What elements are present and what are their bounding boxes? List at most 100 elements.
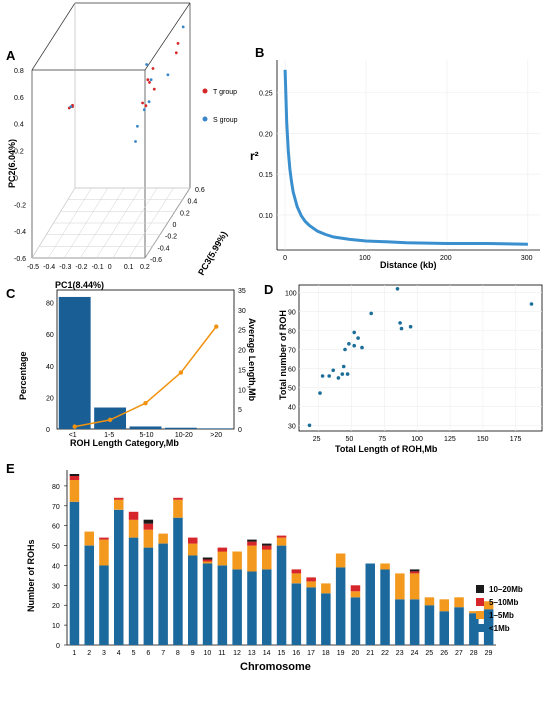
- scatter-y-tick: 50: [288, 385, 296, 392]
- roh-bar-segment: [84, 531, 94, 546]
- legend-marker-s: [202, 116, 208, 122]
- ld-y-tick: 0.15: [259, 172, 273, 179]
- roh-bar-segment: [483, 601, 494, 610]
- pca-y-tick: 0.2: [14, 149, 24, 156]
- chromosome-tick: 8: [176, 650, 180, 657]
- chromosome-tick: 4: [117, 650, 121, 657]
- roh-bar-segment: [69, 479, 80, 502]
- pca-z-tick: 0.6: [195, 187, 205, 194]
- pca-point: [149, 78, 153, 82]
- panel-label-e: E: [6, 461, 15, 476]
- roh-category-plot: 0 20 40 60 80 0 5 10 15 20 25 30 35 <1 1-5 5-10 10-20 >…: [18, 288, 257, 448]
- roh-bar-segment: [424, 597, 435, 606]
- scatter-y-tick: 40: [288, 404, 296, 411]
- scatter-point: [318, 391, 322, 395]
- scatter-x-tick: 175: [510, 436, 522, 443]
- roh-bar-segment: [380, 563, 390, 570]
- chromosome-y-tick: 40: [52, 563, 60, 570]
- percentage-tick: 0: [46, 427, 50, 434]
- scatter-point: [336, 376, 341, 380]
- roh-bar-segment: [424, 605, 435, 645]
- roh-scatter-plot: 25 50 75 100 125 150 175 30 40 50 60 70 80 90 100 Tot…: [278, 284, 543, 454]
- avg-length-tick: 0: [238, 427, 242, 434]
- scatter-point: [340, 372, 345, 376]
- chromosome-tick: 13: [248, 650, 256, 657]
- avg-length-point: [72, 424, 77, 429]
- roh-bar-segment: [202, 563, 213, 645]
- chromosome-tick: 25: [425, 650, 433, 657]
- chromosome-tick: 16: [292, 650, 300, 657]
- ld-x-tick: 300: [521, 255, 533, 262]
- average-length-label: Average Length,Mb: [247, 318, 257, 402]
- ld-x-tick: 0: [283, 255, 287, 262]
- roh-bar-segment: [128, 519, 139, 538]
- chromosome-tick: 23: [396, 650, 404, 657]
- legend-label-t: T group: [213, 89, 237, 96]
- roh-bar-segment: [454, 597, 464, 608]
- chromosome-tick: 9: [191, 650, 195, 657]
- roh-bar-segment: [158, 543, 168, 645]
- category-tick: >20: [210, 432, 222, 439]
- chromosome-y-tick: 50: [52, 544, 60, 551]
- pca-z-tick: -0.6: [150, 257, 162, 264]
- scatter-point: [343, 347, 347, 352]
- pca-point: [145, 63, 149, 66]
- legend-label: <1Mb: [489, 624, 510, 633]
- roh-bar-segment: [247, 571, 257, 645]
- pca-y-label: PC2(6.04%): [7, 139, 17, 188]
- roh-scatter-y-label: Total number of ROH: [278, 310, 288, 400]
- roh-bar-segment: [69, 474, 80, 476]
- chromosome-tick: 22: [381, 650, 389, 657]
- roh-bar-segment: [469, 613, 479, 645]
- scatter-x-tick: 100: [411, 436, 423, 443]
- chromosome-tick: 24: [411, 650, 419, 657]
- scatter-point: [399, 326, 404, 331]
- ld-x-label: Distance (kb): [380, 260, 437, 270]
- ld-y-tick: 0.10: [259, 213, 273, 220]
- chromosome-y-tick: 60: [52, 524, 60, 531]
- chromosome-tick: 1: [72, 650, 76, 657]
- pca-y-tick: -0.4: [14, 229, 26, 236]
- percentage-label: Percentage: [18, 351, 28, 400]
- roh-bar-segment: [335, 567, 346, 645]
- pca-point: [146, 78, 150, 82]
- pca-point: [147, 100, 151, 104]
- chromosome-tick: 7: [161, 650, 165, 657]
- pca-point: [136, 124, 139, 128]
- roh-bar-segment: [409, 599, 420, 645]
- legend-swatch: [476, 624, 484, 632]
- chromosome-y-tick: 20: [52, 603, 60, 610]
- roh-bar-segment: [454, 607, 464, 645]
- chromosome-tick: 10: [204, 650, 212, 657]
- legend-label: 5–10Mb: [489, 598, 518, 607]
- scatter-point: [360, 345, 364, 350]
- pca-3d-plot: -0.5 -0.4 -0.3 -0.2 -0.1 0 0.1 0.2 -0.6 -0.4 -0.2…: [7, 2, 238, 290]
- panel-label-a: A: [6, 48, 16, 63]
- chromosome-tick: 3: [102, 650, 106, 657]
- ld-x-tick: 100: [359, 255, 371, 262]
- roh-bar-segment: [173, 499, 183, 518]
- pca-z-tick: 0.2: [180, 210, 190, 217]
- roh-bar-segment: [262, 569, 272, 645]
- scatter-x-tick: 75: [378, 436, 386, 443]
- roh-bar-segment: [276, 535, 287, 538]
- roh-bar-segment: [291, 583, 302, 645]
- chromosome-tick: 14: [263, 650, 271, 657]
- roh-bar-segment: [158, 533, 168, 544]
- roh-bar-segment: [99, 565, 109, 645]
- pca-y-tick: -0.6: [14, 256, 26, 263]
- roh-bar-segment: [247, 545, 257, 572]
- roh-bar-segment: [143, 519, 154, 524]
- roh-bar-segment: [114, 499, 124, 510]
- scatter-x-tick: 25: [313, 436, 321, 443]
- roh-category-x-label: ROH Length Category,Mb: [70, 438, 179, 448]
- avg-length-point: [143, 400, 148, 406]
- roh-bar-segment: [188, 537, 198, 544]
- avg-length-point: [107, 417, 113, 423]
- roh-bar-segment: [469, 611, 479, 614]
- pca-point: [151, 67, 155, 70]
- roh-bar-segment: [262, 549, 272, 570]
- roh-bar-segment: [291, 573, 302, 584]
- percentage-bar: [200, 428, 233, 429]
- roh-bar-segment: [395, 599, 405, 645]
